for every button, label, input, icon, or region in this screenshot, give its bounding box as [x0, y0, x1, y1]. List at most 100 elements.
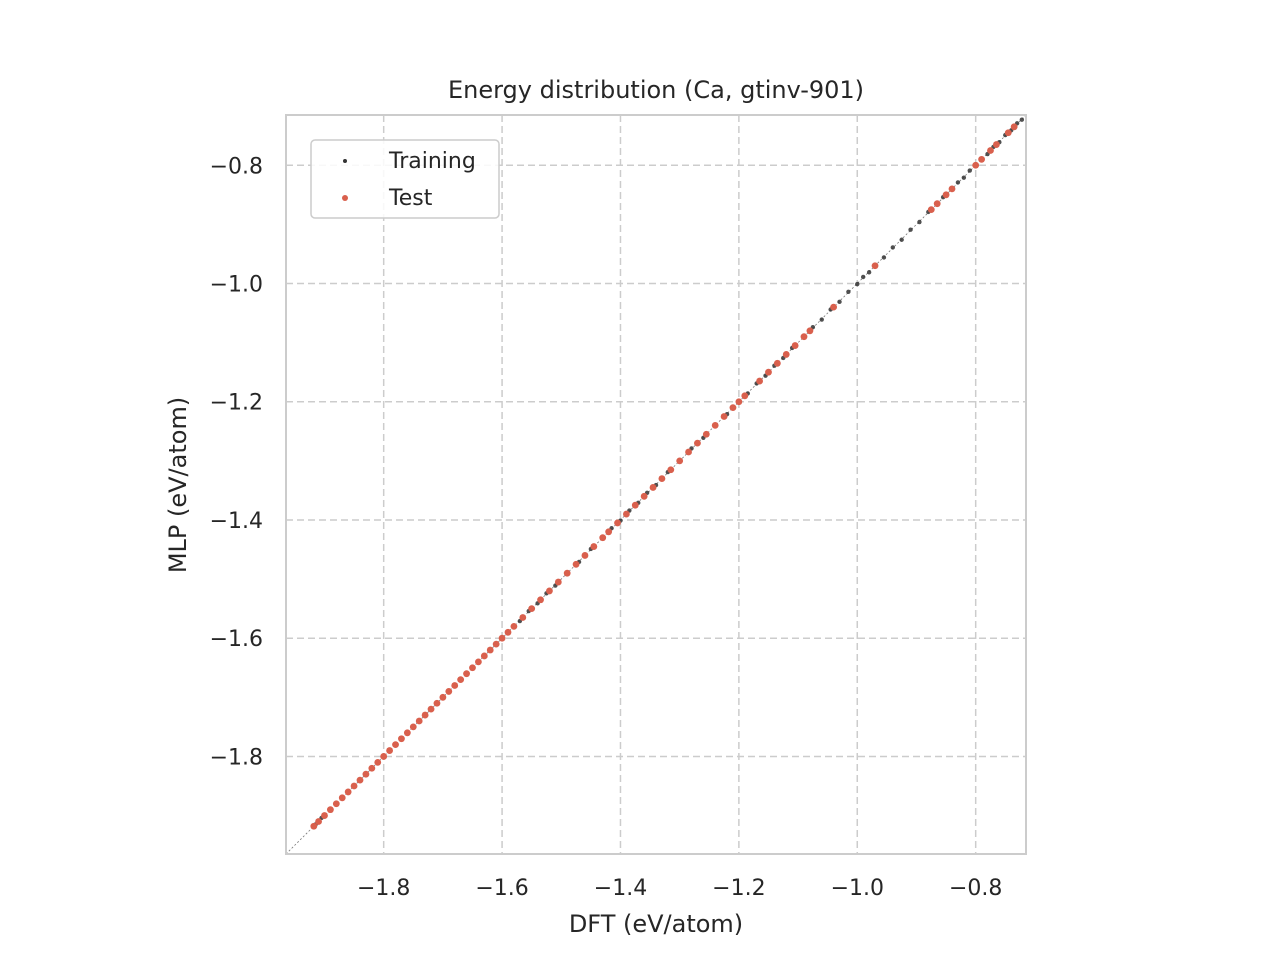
- point-test: [451, 682, 459, 689]
- point-test: [765, 368, 772, 376]
- point-test: [729, 404, 737, 412]
- x-tick-label: −1.0: [831, 876, 884, 901]
- point-test: [380, 753, 388, 760]
- point-test: [433, 699, 441, 707]
- point-test: [321, 812, 328, 819]
- point-test: [480, 652, 488, 660]
- point-test: [386, 747, 393, 754]
- point-test: [658, 475, 666, 482]
- point-test: [735, 398, 743, 406]
- point-test: [694, 439, 701, 447]
- point-test: [572, 560, 580, 568]
- point-test: [439, 693, 447, 701]
- point-test: [403, 729, 411, 737]
- point-training: [908, 227, 913, 232]
- point-test: [563, 569, 571, 577]
- point-test: [445, 688, 453, 695]
- point-test: [332, 800, 340, 808]
- point-test: [631, 501, 639, 509]
- point-test: [581, 552, 589, 559]
- point-test: [344, 788, 352, 796]
- point-test: [486, 646, 494, 654]
- point-test: [546, 587, 553, 595]
- point-test: [791, 342, 799, 349]
- y-tick-label: −1.0: [210, 272, 263, 297]
- point-test: [978, 155, 985, 163]
- point-test: [773, 359, 781, 367]
- point-test: [327, 806, 334, 814]
- point-test: [350, 782, 358, 790]
- point-training: [955, 180, 961, 185]
- point-training: [1019, 117, 1025, 122]
- x-tick-label: −1.8: [357, 876, 410, 901]
- x-tick-label: −0.8: [949, 876, 1002, 901]
- y-tick-label: −1.4: [210, 509, 263, 534]
- legend: Training Test: [310, 139, 500, 219]
- point-test: [1004, 129, 1012, 137]
- point-test: [310, 822, 318, 830]
- point-test: [504, 628, 512, 636]
- legend-label-training: Training: [388, 149, 476, 174]
- point-training: [819, 317, 824, 322]
- point-test: [623, 510, 630, 518]
- point-test: [741, 392, 749, 400]
- plot-area-frame: [285, 114, 1027, 855]
- point-test: [475, 658, 482, 666]
- point-test: [1010, 123, 1018, 131]
- point-test: [640, 492, 648, 500]
- x-tick-label: −1.4: [594, 876, 647, 901]
- point-test: [356, 776, 364, 784]
- point-test: [933, 200, 941, 208]
- point-training: [861, 274, 866, 280]
- point-test: [972, 161, 980, 169]
- point-test: [315, 818, 322, 825]
- point-test: [649, 484, 657, 491]
- data-points: [310, 117, 1025, 830]
- point-test: [492, 640, 500, 648]
- point-test: [392, 741, 399, 749]
- point-test: [720, 413, 728, 420]
- point-test: [605, 528, 613, 536]
- point-test: [948, 185, 956, 193]
- legend-marker-training: [343, 159, 347, 163]
- y-tick-label: −1.8: [210, 745, 263, 770]
- point-training: [967, 168, 972, 173]
- point-test: [362, 770, 370, 778]
- legend-marker-test: [342, 195, 348, 201]
- point-test: [685, 448, 692, 456]
- y-tick-labels: −1.8 −1.6 −1.4 −1.2 −1.0 −0.8: [210, 154, 263, 770]
- point-test: [463, 670, 470, 678]
- point-test: [415, 717, 423, 725]
- chart-title: Energy distribution (Ca, gtinv-901): [448, 76, 864, 104]
- x-tick-labels: −1.8 −1.6 −1.4 −1.2 −1.0 −0.8: [357, 876, 1002, 901]
- legend-label-test: Test: [388, 186, 433, 211]
- point-test: [368, 764, 376, 772]
- y-tick-label: −0.8: [210, 154, 263, 179]
- point-test: [537, 596, 544, 604]
- point-test: [421, 711, 429, 719]
- point-test: [398, 735, 405, 743]
- x-axis-label: DFT (eV/atom): [569, 910, 743, 938]
- point-training: [866, 270, 872, 275]
- point-test: [427, 705, 435, 713]
- point-test: [871, 262, 879, 270]
- point-test: [987, 147, 994, 154]
- point-test: [528, 605, 536, 613]
- point-test: [457, 676, 465, 683]
- x-tick-label: −1.2: [712, 876, 765, 901]
- point-test: [702, 430, 710, 438]
- point-test: [830, 303, 837, 311]
- point-training: [855, 281, 860, 287]
- point-test: [756, 377, 763, 385]
- point-test: [942, 191, 950, 199]
- point-test: [676, 457, 684, 465]
- y-axis-label: MLP (eV/atom): [164, 397, 192, 573]
- point-test: [614, 519, 621, 527]
- point-test: [927, 206, 935, 213]
- point-training: [917, 219, 922, 225]
- point-test: [711, 421, 719, 429]
- point-test: [590, 543, 598, 550]
- point-test: [519, 614, 527, 621]
- y-tick-label: −1.6: [210, 627, 263, 652]
- point-training: [837, 299, 842, 305]
